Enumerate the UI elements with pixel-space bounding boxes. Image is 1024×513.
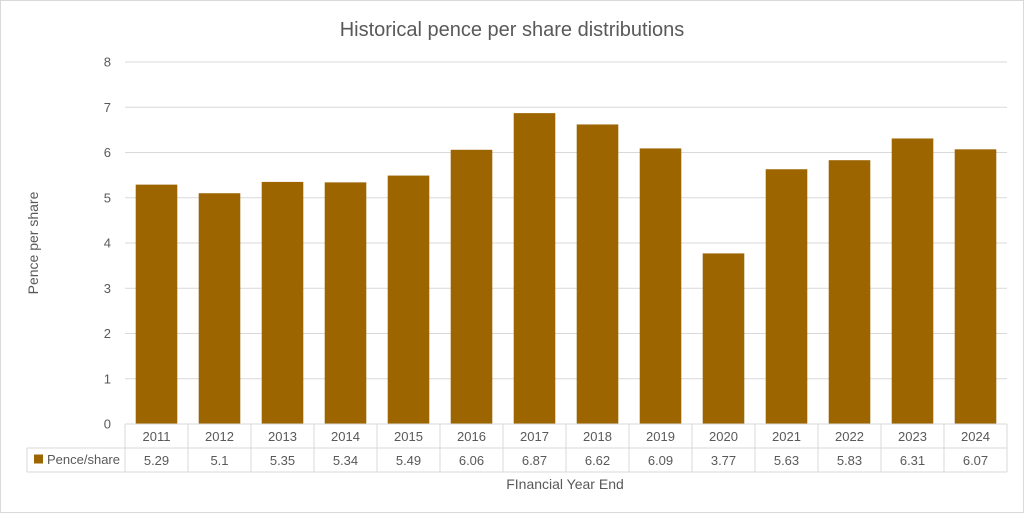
bar-2024: [954, 149, 997, 424]
y-tick-label: 5: [104, 190, 111, 205]
data-value-label: 6.07: [963, 453, 988, 468]
x-category-label: 2023: [898, 429, 927, 444]
data-value-label: 6.06: [459, 453, 484, 468]
y-tick-label: 7: [104, 100, 111, 115]
y-tick-label: 1: [104, 371, 111, 386]
data-value-label: 6.62: [585, 453, 610, 468]
x-category-label: 2019: [646, 429, 675, 444]
bar-2022: [828, 160, 871, 424]
bar-2019: [639, 148, 682, 425]
y-tick-label: 8: [104, 55, 111, 70]
y-tick-label: 3: [104, 281, 111, 296]
x-category-label: 2022: [835, 429, 864, 444]
bar-2021: [765, 169, 808, 424]
x-axis-title: FInancial Year End: [506, 476, 624, 492]
data-value-label: 5.83: [837, 453, 862, 468]
x-category-label: 2016: [457, 429, 486, 444]
data-value-label: 5.49: [396, 453, 421, 468]
y-axis-ticks: 0 1 2 3 4 5 6 7 8: [104, 55, 111, 432]
data-value-label: 5.1: [210, 453, 228, 468]
bar-2023: [891, 138, 934, 424]
data-value-label: 5.34: [333, 453, 358, 468]
x-category-label: 2024: [961, 429, 990, 444]
bar-2020: [702, 253, 745, 424]
x-category-label: 2020: [709, 429, 738, 444]
data-value-label: 5.63: [774, 453, 799, 468]
gridlines: [125, 61, 1007, 425]
bar-2015: [387, 175, 430, 424]
bars: [135, 113, 997, 425]
bar-2011: [135, 184, 178, 424]
bar-2016: [450, 149, 493, 424]
y-axis-title: Pence per share: [25, 191, 41, 294]
x-category-label: 2017: [520, 429, 549, 444]
chart-title: Historical pence per share distributions: [340, 19, 685, 41]
data-value-label: 3.77: [711, 453, 736, 468]
data-table: Pence/share 2011 5.29 2012 5.1 2013 5.35 2014 5.…: [26, 423, 1008, 473]
x-category-label: 2011: [143, 429, 171, 444]
legend-series-name: Pence/share: [47, 452, 120, 467]
x-category-label: 2015: [394, 429, 423, 444]
x-category-label: 2013: [268, 429, 297, 444]
bar-2014: [324, 182, 367, 424]
data-value-label: 5.29: [144, 453, 169, 468]
data-value-label: 6.09: [648, 453, 673, 468]
x-category-label: 2021: [772, 429, 801, 444]
x-category-label: 2018: [583, 429, 612, 444]
y-tick-label: 2: [104, 326, 111, 341]
bar-2012: [198, 193, 241, 424]
x-category-label: 2014: [331, 429, 360, 444]
data-value-label: 6.31: [900, 453, 925, 468]
x-category-label: 2012: [205, 429, 234, 444]
y-tick-label: 6: [104, 145, 111, 160]
y-tick-label: 0: [104, 417, 111, 432]
bar-2013: [261, 181, 304, 424]
y-tick-label: 4: [104, 236, 111, 251]
bar-2017: [513, 113, 556, 424]
bar-2018: [576, 124, 619, 424]
data-value-label: 6.87: [522, 453, 547, 468]
legend-swatch: [34, 454, 43, 464]
data-value-label: 5.35: [270, 453, 295, 468]
